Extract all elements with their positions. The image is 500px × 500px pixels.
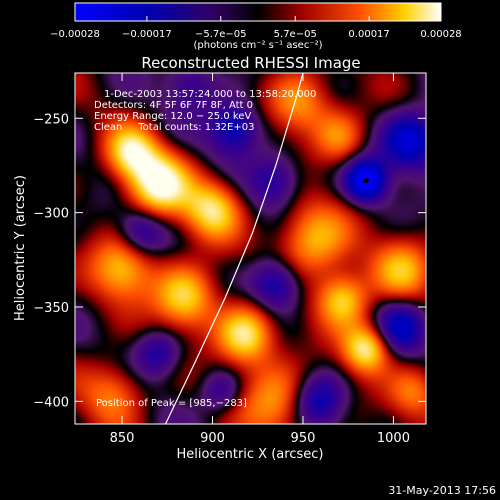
x-tick-label: 850 (110, 431, 135, 446)
x-tick-label: 950 (291, 431, 316, 446)
info-time-range: 1-Dec-2003 13:57:24.000 to 13:58:20.000 (104, 89, 316, 100)
y-tick-label: −300 (33, 207, 69, 222)
colorbar-tick-label: 0.00017 (348, 29, 389, 40)
colorbar-tick-label: −0.00028 (50, 29, 100, 40)
colorbar-tick-label: 0.00028 (420, 29, 461, 40)
info-detectors: Detectors: 4F 5F 6F 7F 8F, Att 0 (94, 100, 253, 111)
y-axis-title: Heliocentric Y (arcsec) (13, 175, 28, 321)
y-tick-label: −350 (33, 301, 69, 316)
peak-position-label: Position of Peak = [985,−283] (96, 398, 247, 409)
colorbar-tick-label: −5.7e−05 (195, 29, 247, 40)
colorbar-gradient (74, 2, 442, 22)
plot-area: 850 900 950 1000 −250 −300 −350 −400 (33, 72, 427, 446)
x-tick-label: 1000 (377, 431, 410, 446)
colorbar-tick-label: 5.7e−05 (274, 29, 317, 40)
solar-limb-line (164, 73, 304, 424)
info-energy-range: Energy Range: 12.0 − 25.0 keV (94, 111, 251, 122)
y-tick-label: −400 (33, 395, 69, 410)
colorbar-label: (photons cm⁻² s⁻¹ asec⁻²) (193, 40, 322, 51)
y-tick-label: −250 (33, 112, 69, 127)
peak-marker (363, 177, 369, 184)
timestamp: 31-May-2013 17:56 (388, 484, 496, 497)
x-axis-title: Heliocentric X (arcsec) (177, 447, 324, 462)
colorbar-tick-label: −0.00017 (122, 29, 172, 40)
info-block: 1-Dec-2003 13:57:24.000 to 13:58:20.000 … (94, 89, 316, 133)
heatmap-image (75, 73, 426, 424)
colorbar: −0.00028 −0.00017 −5.7e−05 5.7e−05 0.00017 0.… (50, 2, 462, 51)
info-clean-counts: Clean Total counts: 1.32E+03 (94, 122, 254, 133)
chart-title: Reconstructed RHESSI Image (141, 54, 360, 72)
plot-frame (74, 72, 427, 425)
x-tick-label: 900 (200, 431, 225, 446)
